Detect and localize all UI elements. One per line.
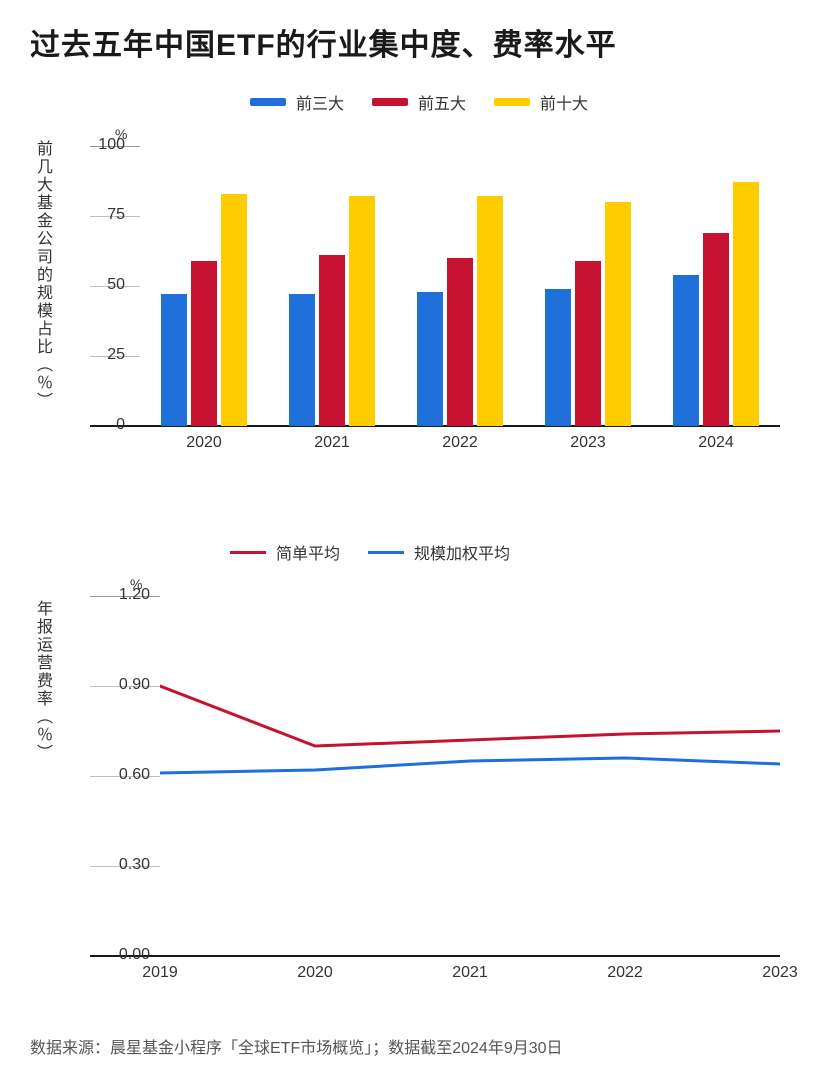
bar: [191, 261, 217, 426]
y-tick: 0.30: [100, 856, 150, 874]
bar-chart-y-axis-title: 前几大基金公司的规模占比（％）: [30, 140, 54, 410]
legend-label: 前十大: [540, 90, 588, 114]
x-tick: 2021: [314, 434, 350, 452]
legend-swatch: [494, 98, 530, 106]
legend-item-top5: 前五大: [372, 90, 466, 114]
x-tick: 2020: [297, 964, 333, 982]
legend-item-weighted-avg: 规模加权平均: [368, 540, 510, 564]
bar: [545, 289, 571, 426]
legend-item-top10: 前十大: [494, 90, 588, 114]
bar: [733, 182, 759, 426]
x-tick: 2022: [607, 964, 643, 982]
bar: [673, 275, 699, 426]
bar: [447, 258, 473, 426]
line-series: [160, 686, 780, 746]
line-svg: [160, 596, 780, 956]
x-tick: 2023: [762, 964, 798, 982]
bar-chart-plot: 100 75 50 25 0: [140, 146, 780, 426]
line-chart: 简单平均 规模加权平均 年报运营费率（％） % 1.20 0.90 0.60 0…: [30, 540, 810, 1010]
legend-swatch: [250, 98, 286, 106]
legend-label: 规模加权平均: [414, 540, 510, 564]
bar-chart: 前三大 前五大 前十大 前几大基金公司的规模占比（％） % 100 75 50 …: [30, 90, 810, 490]
source-note: 数据来源：晨星基金小程序「全球ETF市场概览」；数据截至2024年9月30日: [30, 1034, 563, 1058]
bar: [477, 196, 503, 426]
line-chart-plot: 1.20 0.90 0.60 0.30 0.00: [160, 596, 780, 956]
x-tick: 2023: [570, 434, 606, 452]
legend-label: 前三大: [296, 90, 344, 114]
y-tick: 25: [85, 346, 125, 364]
x-tick: 2020: [186, 434, 222, 452]
bars-container: [140, 146, 780, 426]
line-series: [160, 758, 780, 773]
legend-swatch: [372, 98, 408, 106]
x-tick: 2019: [142, 964, 178, 982]
y-tick: 0.90: [100, 676, 150, 694]
x-tick: 2024: [698, 434, 734, 452]
bar: [703, 233, 729, 426]
legend-label: 简单平均: [276, 540, 340, 564]
y-tick: 1.20: [100, 586, 150, 604]
y-tick: 50: [85, 276, 125, 294]
bar: [221, 194, 247, 426]
legend-swatch: [230, 551, 266, 554]
bar: [605, 202, 631, 426]
bar: [349, 196, 375, 426]
legend-swatch: [368, 551, 404, 554]
y-tick: 100: [85, 136, 125, 154]
bar: [319, 255, 345, 426]
bar: [417, 292, 443, 426]
legend-label: 前五大: [418, 90, 466, 114]
y-tick: 75: [85, 206, 125, 224]
line-chart-legend: 简单平均 规模加权平均: [230, 540, 510, 564]
y-tick: 0.00: [100, 946, 150, 964]
bar: [289, 294, 315, 426]
legend-item-simple-avg: 简单平均: [230, 540, 340, 564]
page-title: 过去五年中国ETF的行业集中度、费率水平: [30, 20, 617, 64]
y-tick: 0: [85, 416, 125, 434]
bar: [161, 294, 187, 426]
x-tick: 2021: [452, 964, 488, 982]
bar-chart-legend: 前三大 前五大 前十大: [250, 90, 588, 114]
x-tick: 2022: [442, 434, 478, 452]
line-chart-y-axis-title: 年报运营费率（％）: [30, 600, 54, 762]
bar: [575, 261, 601, 426]
legend-item-top3: 前三大: [250, 90, 344, 114]
y-tick: 0.60: [100, 766, 150, 784]
